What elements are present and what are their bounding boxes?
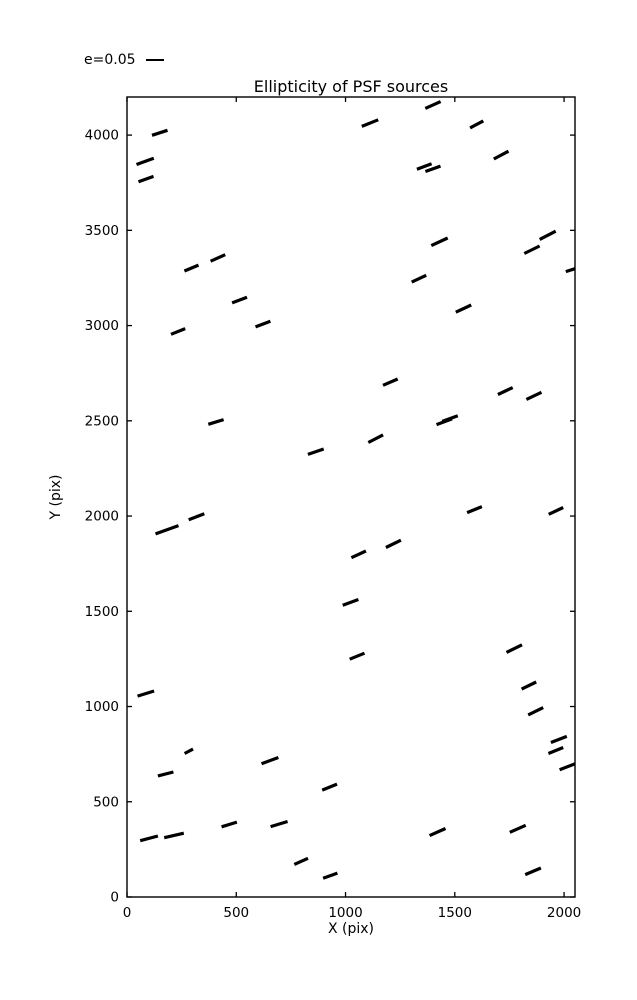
- psf-ellipticity-whisker: [430, 236, 449, 248]
- psf-ellipticity-whisker: [493, 149, 510, 161]
- psf-ellipticity-whisker: [307, 447, 325, 456]
- psf-ellipticity-whisker: [509, 823, 527, 834]
- chart-title: Ellipticity of PSF sources: [253, 77, 449, 96]
- psf-ellipticity-whisker: [270, 819, 289, 829]
- legend-line-sample: [145, 59, 164, 61]
- psf-ellipticity-whisker: [231, 295, 248, 305]
- y-tick-label: 3500: [85, 223, 119, 239]
- psf-ellipticity-whisker: [170, 327, 186, 336]
- psf-ellipticity-whisker: [135, 156, 155, 167]
- y-tick-label: 1500: [85, 604, 119, 620]
- psf-ellipticity-whisker: [416, 162, 433, 171]
- y-tick-label: 500: [93, 794, 119, 810]
- psf-ellipticity-whisker: [322, 871, 338, 880]
- x-tick-label: 2000: [547, 905, 581, 921]
- psf-ellipticity-whisker: [428, 827, 447, 838]
- psf-ellipticity-whisker: [455, 303, 472, 314]
- psf-ellipticity-whisker: [525, 390, 543, 401]
- legend: e=0.05: [84, 50, 164, 70]
- y-tick-label: 1000: [85, 699, 119, 715]
- psf-ellipticity-whisker: [183, 747, 194, 755]
- psf-ellipticity-whisker: [411, 273, 427, 284]
- psf-ellipticity-whisker: [154, 524, 180, 536]
- psf-ellipticity-whisker: [424, 164, 442, 174]
- psf-ellipticity-whisker: [424, 100, 442, 110]
- psf-ellipticity-whisker: [183, 263, 200, 273]
- psf-ellipticity-whisker: [505, 643, 523, 654]
- legend-label: e=0.05: [84, 52, 136, 68]
- psf-ellipticity-whisker: [382, 377, 399, 387]
- psf-ellipticity-whisker: [385, 538, 402, 549]
- psf-ellipticity-whisker: [538, 229, 557, 241]
- psf-ellipticity-whisker: [523, 244, 541, 255]
- segments-layer: [135, 100, 575, 880]
- x-tick-label: 0: [123, 905, 132, 921]
- psf-ellipticity-whisker: [559, 762, 575, 772]
- psf-ellipticity-whisker: [565, 266, 575, 274]
- psf-ellipticity-whisker: [163, 831, 185, 840]
- y-tick-label: 2500: [85, 413, 119, 429]
- psf-ellipticity-whisker: [367, 433, 384, 444]
- psf-ellipticity-whisker: [260, 755, 279, 766]
- psf-ellipticity-whisker: [520, 680, 537, 691]
- psf-ellipticity-whisker: [466, 505, 483, 515]
- y-tick-label: 4000: [85, 128, 119, 144]
- psf-ellipticity-whisker: [207, 418, 225, 426]
- x-axis-label: X (pix): [327, 921, 375, 937]
- psf-ellipticity-whisker: [188, 512, 205, 522]
- y-tick-label: 3000: [85, 318, 119, 334]
- psf-ellipticity-whisker: [254, 319, 271, 329]
- x-tick-label: 1500: [438, 905, 472, 921]
- psf-ellipticity-whisker: [137, 689, 155, 698]
- psf-ellipticity-whisker: [441, 414, 459, 423]
- psf-ellipticity-whisker: [342, 597, 359, 607]
- psf-ellipticity-whisker: [469, 119, 485, 130]
- psf-ellipticity-whisker: [349, 651, 366, 661]
- psf-ellipticity-whisker: [361, 118, 379, 128]
- psf-ellipticity-whisker: [221, 820, 238, 829]
- y-axis-label: Y (pix): [48, 474, 64, 520]
- psf-ellipticity-whisker: [524, 866, 542, 877]
- psf-ellipticity-whisker: [497, 386, 514, 396]
- psf-ellipticity-whisker: [527, 706, 544, 717]
- psf-ellipticity-whisker: [350, 549, 367, 560]
- psf-ellipticity-whisker: [547, 746, 564, 755]
- y-tick-label: 2000: [85, 509, 119, 525]
- axes-frame: [126, 96, 576, 898]
- y-tick-label: 0: [110, 890, 119, 906]
- psf-ellipticity-whisker: [550, 734, 568, 744]
- psf-ellipticity-whisker: [137, 174, 155, 184]
- psf-ellipticity-whisker: [139, 834, 159, 843]
- x-tick-label: 500: [223, 905, 249, 921]
- psf-ellipticity-whisker: [157, 770, 174, 778]
- x-tick-label: 1000: [328, 905, 362, 921]
- psf-ellipticity-whisker: [151, 128, 168, 137]
- psf-ellipticity-whisker: [293, 856, 309, 866]
- psf-ellipticity-whisker: [548, 506, 564, 516]
- psf-ellipticity-whisker: [321, 782, 338, 792]
- psf-ellipticity-whisker: [209, 253, 226, 263]
